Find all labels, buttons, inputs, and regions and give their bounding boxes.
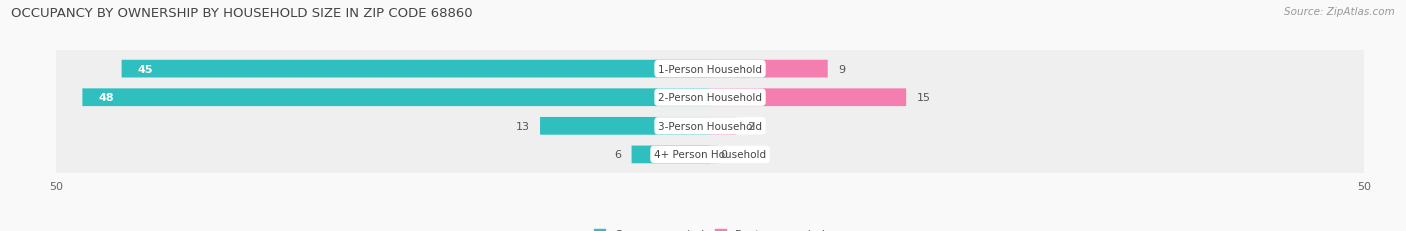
- Text: 15: 15: [917, 93, 931, 103]
- Text: OCCUPANCY BY OWNERSHIP BY HOUSEHOLD SIZE IN ZIP CODE 68860: OCCUPANCY BY OWNERSHIP BY HOUSEHOLD SIZE…: [11, 7, 472, 20]
- FancyBboxPatch shape: [55, 51, 1365, 88]
- FancyBboxPatch shape: [710, 61, 828, 78]
- FancyBboxPatch shape: [55, 108, 1365, 145]
- Text: 3-Person Household: 3-Person Household: [658, 121, 762, 131]
- Text: 45: 45: [138, 64, 153, 74]
- Text: 13: 13: [516, 121, 530, 131]
- FancyBboxPatch shape: [631, 146, 710, 164]
- Text: 2: 2: [747, 121, 754, 131]
- FancyBboxPatch shape: [55, 79, 1365, 116]
- FancyBboxPatch shape: [710, 146, 718, 164]
- FancyBboxPatch shape: [83, 89, 710, 107]
- FancyBboxPatch shape: [122, 61, 710, 78]
- FancyBboxPatch shape: [55, 136, 1365, 173]
- Text: 48: 48: [98, 93, 114, 103]
- Text: 0: 0: [720, 150, 727, 160]
- Text: Source: ZipAtlas.com: Source: ZipAtlas.com: [1284, 7, 1395, 17]
- Text: 6: 6: [614, 150, 621, 160]
- Text: 4+ Person Household: 4+ Person Household: [654, 150, 766, 160]
- FancyBboxPatch shape: [540, 117, 710, 135]
- FancyBboxPatch shape: [710, 89, 905, 107]
- Legend: Owner-occupied, Renter-occupied: Owner-occupied, Renter-occupied: [589, 225, 831, 231]
- Text: 1-Person Household: 1-Person Household: [658, 64, 762, 74]
- Text: 2-Person Household: 2-Person Household: [658, 93, 762, 103]
- Text: 9: 9: [838, 64, 845, 74]
- FancyBboxPatch shape: [710, 117, 737, 135]
